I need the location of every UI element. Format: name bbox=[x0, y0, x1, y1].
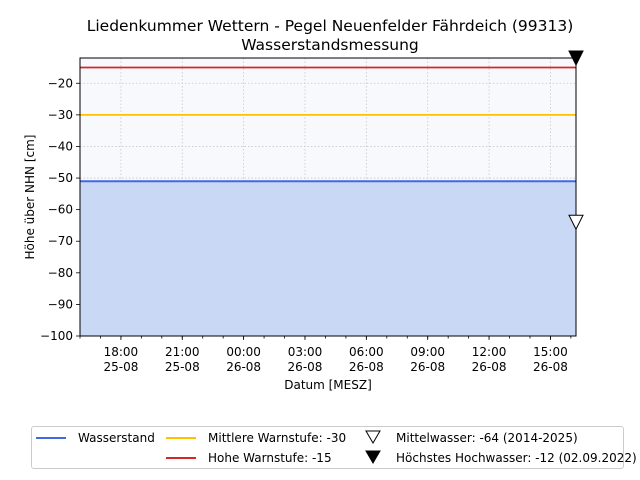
legend-item-mittlere-warnstufe: Mittlere Warnstufe: -30 bbox=[166, 429, 346, 447]
chart-title: Liedenkummer Wettern - Pegel Neuenfelder… bbox=[87, 17, 574, 35]
plot-frame bbox=[79, 57, 577, 337]
y-tick-label: −80 bbox=[48, 266, 73, 280]
y-tick-label: −50 bbox=[48, 171, 73, 185]
chart-subtitle: Wasserstandsmessung bbox=[241, 36, 419, 54]
plot-area: −100−90−80−70−60−50−40−30−2018:0025-0821… bbox=[40, 50, 584, 374]
x-tick-label-date: 26-08 bbox=[226, 360, 261, 374]
y-tick-label: −30 bbox=[48, 108, 73, 122]
legend-label: Wasserstand bbox=[78, 431, 155, 445]
y-tick-label: −70 bbox=[48, 234, 73, 248]
x-tick-label-date: 26-08 bbox=[288, 360, 323, 374]
x-tick-label-date: 25-08 bbox=[165, 360, 200, 374]
series-area-wasserstand bbox=[80, 181, 576, 336]
marker-hoechstes-hochwasser bbox=[568, 50, 584, 67]
legend-line-swatch bbox=[166, 457, 196, 459]
legend-item-mittelwasser: Mittelwasser: -64 (2014-2025) bbox=[358, 429, 578, 447]
x-tick-label-date: 26-08 bbox=[472, 360, 507, 374]
x-tick-label-time: 12:00 bbox=[472, 345, 507, 359]
x-tick-label-date: 26-08 bbox=[533, 360, 568, 374]
x-tick-label-time: 09:00 bbox=[410, 345, 445, 359]
x-tick-label-time: 06:00 bbox=[349, 345, 384, 359]
x-tick-label-date: 26-08 bbox=[410, 360, 445, 374]
chart-svg: Liedenkummer Wettern - Pegel Neuenfelder… bbox=[23, 17, 584, 392]
x-tick-label-time: 15:00 bbox=[533, 345, 568, 359]
x-axis-label: Datum [MESZ] bbox=[284, 378, 372, 392]
legend-item-wasserstand: Wasserstand bbox=[36, 429, 155, 447]
legend-label: Hohe Warnstufe: -15 bbox=[208, 451, 332, 465]
legend-label: Mittlere Warnstufe: -30 bbox=[208, 431, 347, 445]
legend-label: Höchstes Hochwasser: -12 (02.09.2022) bbox=[396, 451, 637, 465]
legend: Wasserstand Mittlere Warnstufe: -30 Hohe… bbox=[31, 426, 637, 469]
y-tick-label: −60 bbox=[48, 203, 73, 217]
x-tick-label-time: 03:00 bbox=[288, 345, 323, 359]
legend-line-swatch bbox=[36, 437, 66, 439]
legend-line-swatch bbox=[166, 437, 196, 439]
marker-mittelwasser bbox=[568, 214, 584, 231]
legend-label: Mittelwasser: -64 (2014-2025) bbox=[396, 431, 578, 445]
y-tick-label: −20 bbox=[48, 76, 73, 90]
x-tick-label-time: 18:00 bbox=[104, 345, 139, 359]
x-tick-label-time: 21:00 bbox=[165, 345, 200, 359]
y-axis-label: Höhe über NHN [cm] bbox=[23, 135, 37, 260]
y-tick-label: −90 bbox=[48, 297, 73, 311]
y-tick-label: −100 bbox=[40, 329, 73, 343]
x-tick-label-time: 00:00 bbox=[226, 345, 261, 359]
x-tick-label-date: 26-08 bbox=[349, 360, 384, 374]
triangle-down-open-icon bbox=[358, 430, 388, 447]
triangle-down-filled-icon bbox=[358, 450, 388, 467]
x-tick-label-date: 25-08 bbox=[103, 360, 138, 374]
y-tick-label: −40 bbox=[48, 139, 73, 153]
legend-item-hohe-warnstufe: Hohe Warnstufe: -15 bbox=[166, 449, 332, 467]
legend-item-hoechstes-hochwasser: Höchstes Hochwasser: -12 (02.09.2022) bbox=[358, 449, 637, 467]
